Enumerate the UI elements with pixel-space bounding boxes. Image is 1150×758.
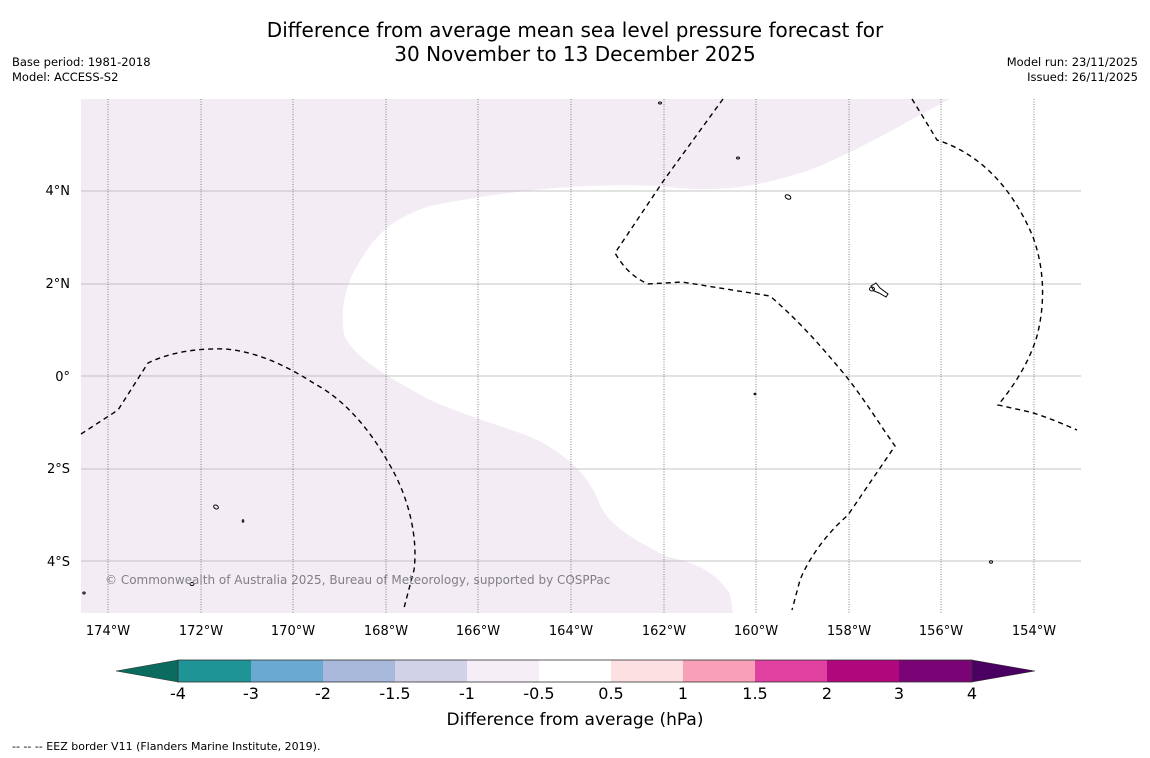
lon-label-160w: 160°W	[734, 624, 778, 639]
island-2	[736, 156, 740, 160]
colorbar-label-8: 1	[677, 684, 689, 703]
island-5	[869, 286, 875, 292]
map-gridlines	[81, 99, 1081, 613]
colorbar-segment-7	[611, 660, 683, 682]
lon-label-154w: 154°W	[1012, 624, 1056, 639]
eez-border-west	[80, 348, 416, 609]
meta-left: Base period: 1981-2018 Model: ACCESS-S2	[12, 55, 151, 85]
lat-label-0: 0°	[55, 370, 70, 385]
lon-label-164w: 164°W	[549, 624, 593, 639]
meta-right: Model run: 23/11/2025 Issued: 26/11/2025	[1007, 55, 1138, 85]
island-10	[82, 591, 86, 595]
base-period-label: Base period: 1981-2018	[12, 55, 151, 69]
colorbar-segment-9	[755, 660, 827, 682]
island-4	[870, 282, 889, 298]
colorbar-segment-10	[827, 660, 899, 682]
model-label: Model: ACCESS-S2	[12, 70, 119, 84]
anomaly-shade-west	[81, 99, 950, 613]
copyright-text: © Commonwealth of Australia 2025, Bureau…	[105, 573, 610, 587]
lat-label-2n: 2°N	[46, 277, 71, 292]
colorbar-segment-5	[467, 660, 539, 682]
colorbar-label-12: 4	[966, 684, 978, 703]
colorbar-label-7: 0.5	[598, 684, 624, 703]
lon-labels: 174°W 172°W 170°W 168°W 166°W 164°W 162°…	[86, 624, 1056, 639]
colorbar-segment-3	[323, 660, 395, 682]
chart-title: Difference from average mean sea level p…	[0, 18, 1150, 66]
lon-label-166w: 166°W	[456, 624, 500, 639]
colorbar-outline	[177, 659, 973, 683]
colorbar-segment-4	[395, 660, 467, 682]
lat-labels: 4°N 2°N 0° 2°S 4°S	[46, 184, 71, 570]
eez-footnote: -- -- -- EEZ border V11 (Flanders Marine…	[12, 740, 321, 753]
lon-label-162w: 162°W	[642, 624, 686, 639]
colorbar-label-3: -2	[315, 684, 331, 703]
colorbar-segment-2	[251, 660, 323, 682]
colorbar-segment-11	[899, 660, 972, 682]
chart-title-line2: 30 November to 13 December 2025	[394, 42, 756, 66]
colorbar-label-10: 2	[821, 684, 833, 703]
lon-label-168w: 168°W	[364, 624, 408, 639]
colorbar-segment-1	[178, 660, 251, 682]
island-9	[189, 582, 195, 586]
islands	[82, 101, 993, 595]
colorbar-extend-high	[971, 659, 1036, 683]
lon-label-158w: 158°W	[827, 624, 871, 639]
colorbar-label-1: -4	[170, 684, 186, 703]
lon-label-172w: 172°W	[179, 624, 223, 639]
eez-borders	[80, 98, 1078, 611]
lat-label-4n: 4°N	[46, 184, 71, 199]
lat-label-2s: 2°S	[47, 462, 70, 477]
colorbar-label-4: -1.5	[379, 684, 411, 703]
issued-label: Issued: 26/11/2025	[1027, 70, 1138, 84]
eez-border-east	[911, 98, 1078, 431]
island-7	[213, 504, 219, 510]
lat-label-4s: 4°S	[47, 555, 70, 570]
lon-label-156w: 156°W	[919, 624, 963, 639]
colorbar-label-11: 3	[893, 684, 905, 703]
colorbar-label-9: 1.5	[742, 684, 768, 703]
colorbar-label-5: -1	[459, 684, 475, 703]
island-11	[989, 560, 993, 564]
eez-border-central	[614, 98, 896, 611]
colorbar	[115, 659, 1036, 683]
island-8	[241, 519, 245, 523]
chart-title-line1: Difference from average mean sea level p…	[266, 18, 884, 42]
lon-label-170w: 170°W	[271, 624, 315, 639]
colorbar-label-6: -0.5	[523, 684, 555, 703]
colorbar-segment-6	[539, 660, 611, 682]
colorbar-label-2: -3	[243, 684, 259, 703]
colorbar-title: Difference from average (hPa)	[446, 710, 704, 730]
model-run-label: Model run: 23/11/2025	[1006, 55, 1138, 69]
colorbar-extend-low	[115, 659, 179, 683]
colorbar-segment-8	[683, 660, 755, 682]
island-1	[658, 101, 662, 105]
island-6	[753, 392, 757, 396]
island-3	[784, 194, 792, 200]
lon-label-174w: 174°W	[86, 624, 130, 639]
